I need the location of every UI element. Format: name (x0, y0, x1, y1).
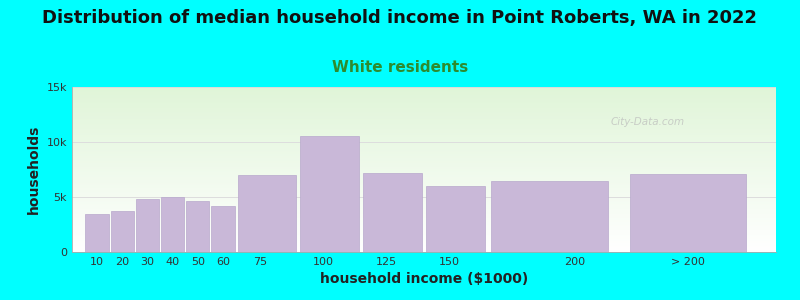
Bar (136, 199, 159, 252)
Bar (211, 206, 234, 252)
Bar (86, 214, 109, 252)
Y-axis label: households: households (27, 125, 41, 214)
Bar (491, 181, 608, 252)
Text: City-Data.com: City-Data.com (610, 117, 685, 127)
Bar (301, 136, 359, 252)
Bar (363, 173, 422, 252)
Bar (630, 174, 746, 252)
Bar (238, 175, 296, 252)
X-axis label: household income ($1000): household income ($1000) (320, 272, 528, 286)
Bar (161, 197, 184, 252)
Text: Distribution of median household income in Point Roberts, WA in 2022: Distribution of median household income … (42, 9, 758, 27)
Bar (426, 186, 485, 252)
Bar (186, 201, 210, 252)
Bar (110, 211, 134, 252)
Text: White residents: White residents (332, 60, 468, 75)
